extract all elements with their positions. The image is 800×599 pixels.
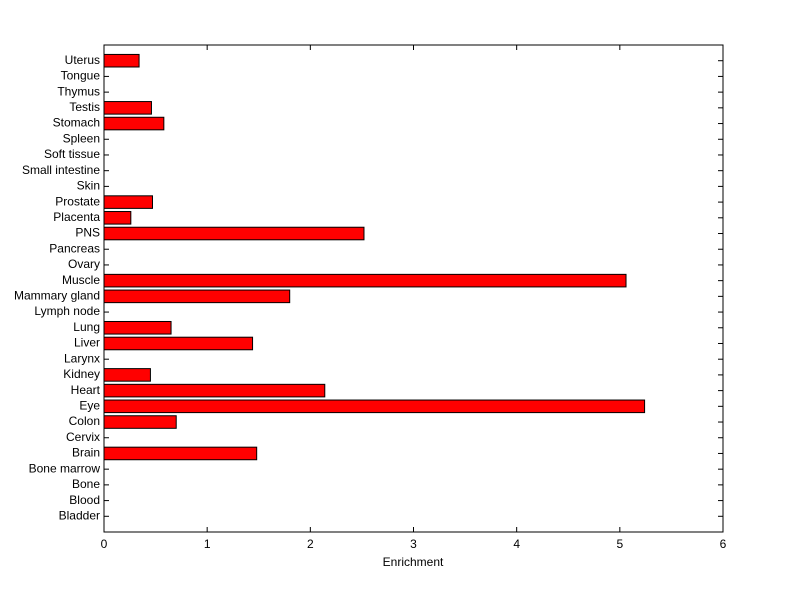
y-tick-label: Testis — [69, 100, 100, 114]
y-tick-label: Heart — [71, 383, 101, 397]
x-tick-label: 0 — [101, 537, 108, 551]
x-axis-label: Enrichment — [383, 555, 444, 569]
y-tick-label: Small intestine — [22, 163, 100, 177]
y-tick-label: Uterus — [65, 53, 100, 67]
y-tick-label: Prostate — [55, 194, 100, 208]
y-tick-label: Lung — [73, 320, 100, 334]
y-tick-label: Placenta — [53, 210, 100, 224]
y-tick-label: Larynx — [64, 351, 100, 365]
bar — [103, 273, 627, 288]
y-tick-label: Mammary gland — [14, 289, 100, 303]
y-tick-label: Cervix — [66, 430, 100, 444]
y-tick-label: Lymph node — [34, 304, 100, 318]
x-tick-label: 5 — [616, 537, 623, 551]
y-tick-label: Liver — [74, 336, 100, 350]
y-tick-label: Bone — [72, 477, 100, 491]
y-tick-label: Stomach — [53, 116, 100, 130]
y-tick-label: Colon — [69, 414, 100, 428]
bar — [103, 383, 326, 398]
bar — [103, 101, 152, 115]
bar — [103, 415, 177, 429]
bar — [103, 399, 646, 414]
y-tick-label: Kidney — [63, 367, 100, 381]
y-tick-label: Bone marrow — [29, 461, 101, 475]
bar — [103, 320, 172, 335]
x-tick-label: 2 — [307, 537, 314, 551]
bar — [103, 195, 153, 209]
plot-frame — [103, 44, 724, 533]
y-tick-label: Spleen — [63, 131, 100, 145]
y-tick-label: Brain — [72, 446, 100, 460]
y-tick-label: Blood — [69, 493, 100, 507]
bar — [103, 116, 165, 131]
bar — [103, 336, 254, 351]
y-tick-label: Pancreas — [49, 241, 100, 255]
y-tick-label: Tongue — [61, 69, 101, 83]
bar — [103, 226, 365, 241]
y-tick-label: PNS — [75, 226, 100, 240]
x-tick-label: 1 — [204, 537, 211, 551]
bar — [103, 211, 132, 225]
bar — [103, 446, 258, 461]
bar — [103, 368, 151, 382]
y-tick-label: Soft tissue — [44, 147, 100, 161]
x-tick-label: 3 — [410, 537, 417, 551]
y-tick-label: Eye — [79, 398, 100, 412]
bar — [103, 289, 291, 304]
y-tick-label: Bladder — [59, 508, 100, 522]
x-tick-label: 6 — [720, 537, 727, 551]
bar — [103, 53, 140, 68]
y-tick-label: Ovary — [68, 257, 100, 271]
x-tick-label: 4 — [513, 537, 520, 551]
y-tick-label: Thymus — [57, 84, 100, 98]
y-tick-label: Muscle — [62, 273, 100, 287]
y-tick-label: Skin — [77, 179, 100, 193]
